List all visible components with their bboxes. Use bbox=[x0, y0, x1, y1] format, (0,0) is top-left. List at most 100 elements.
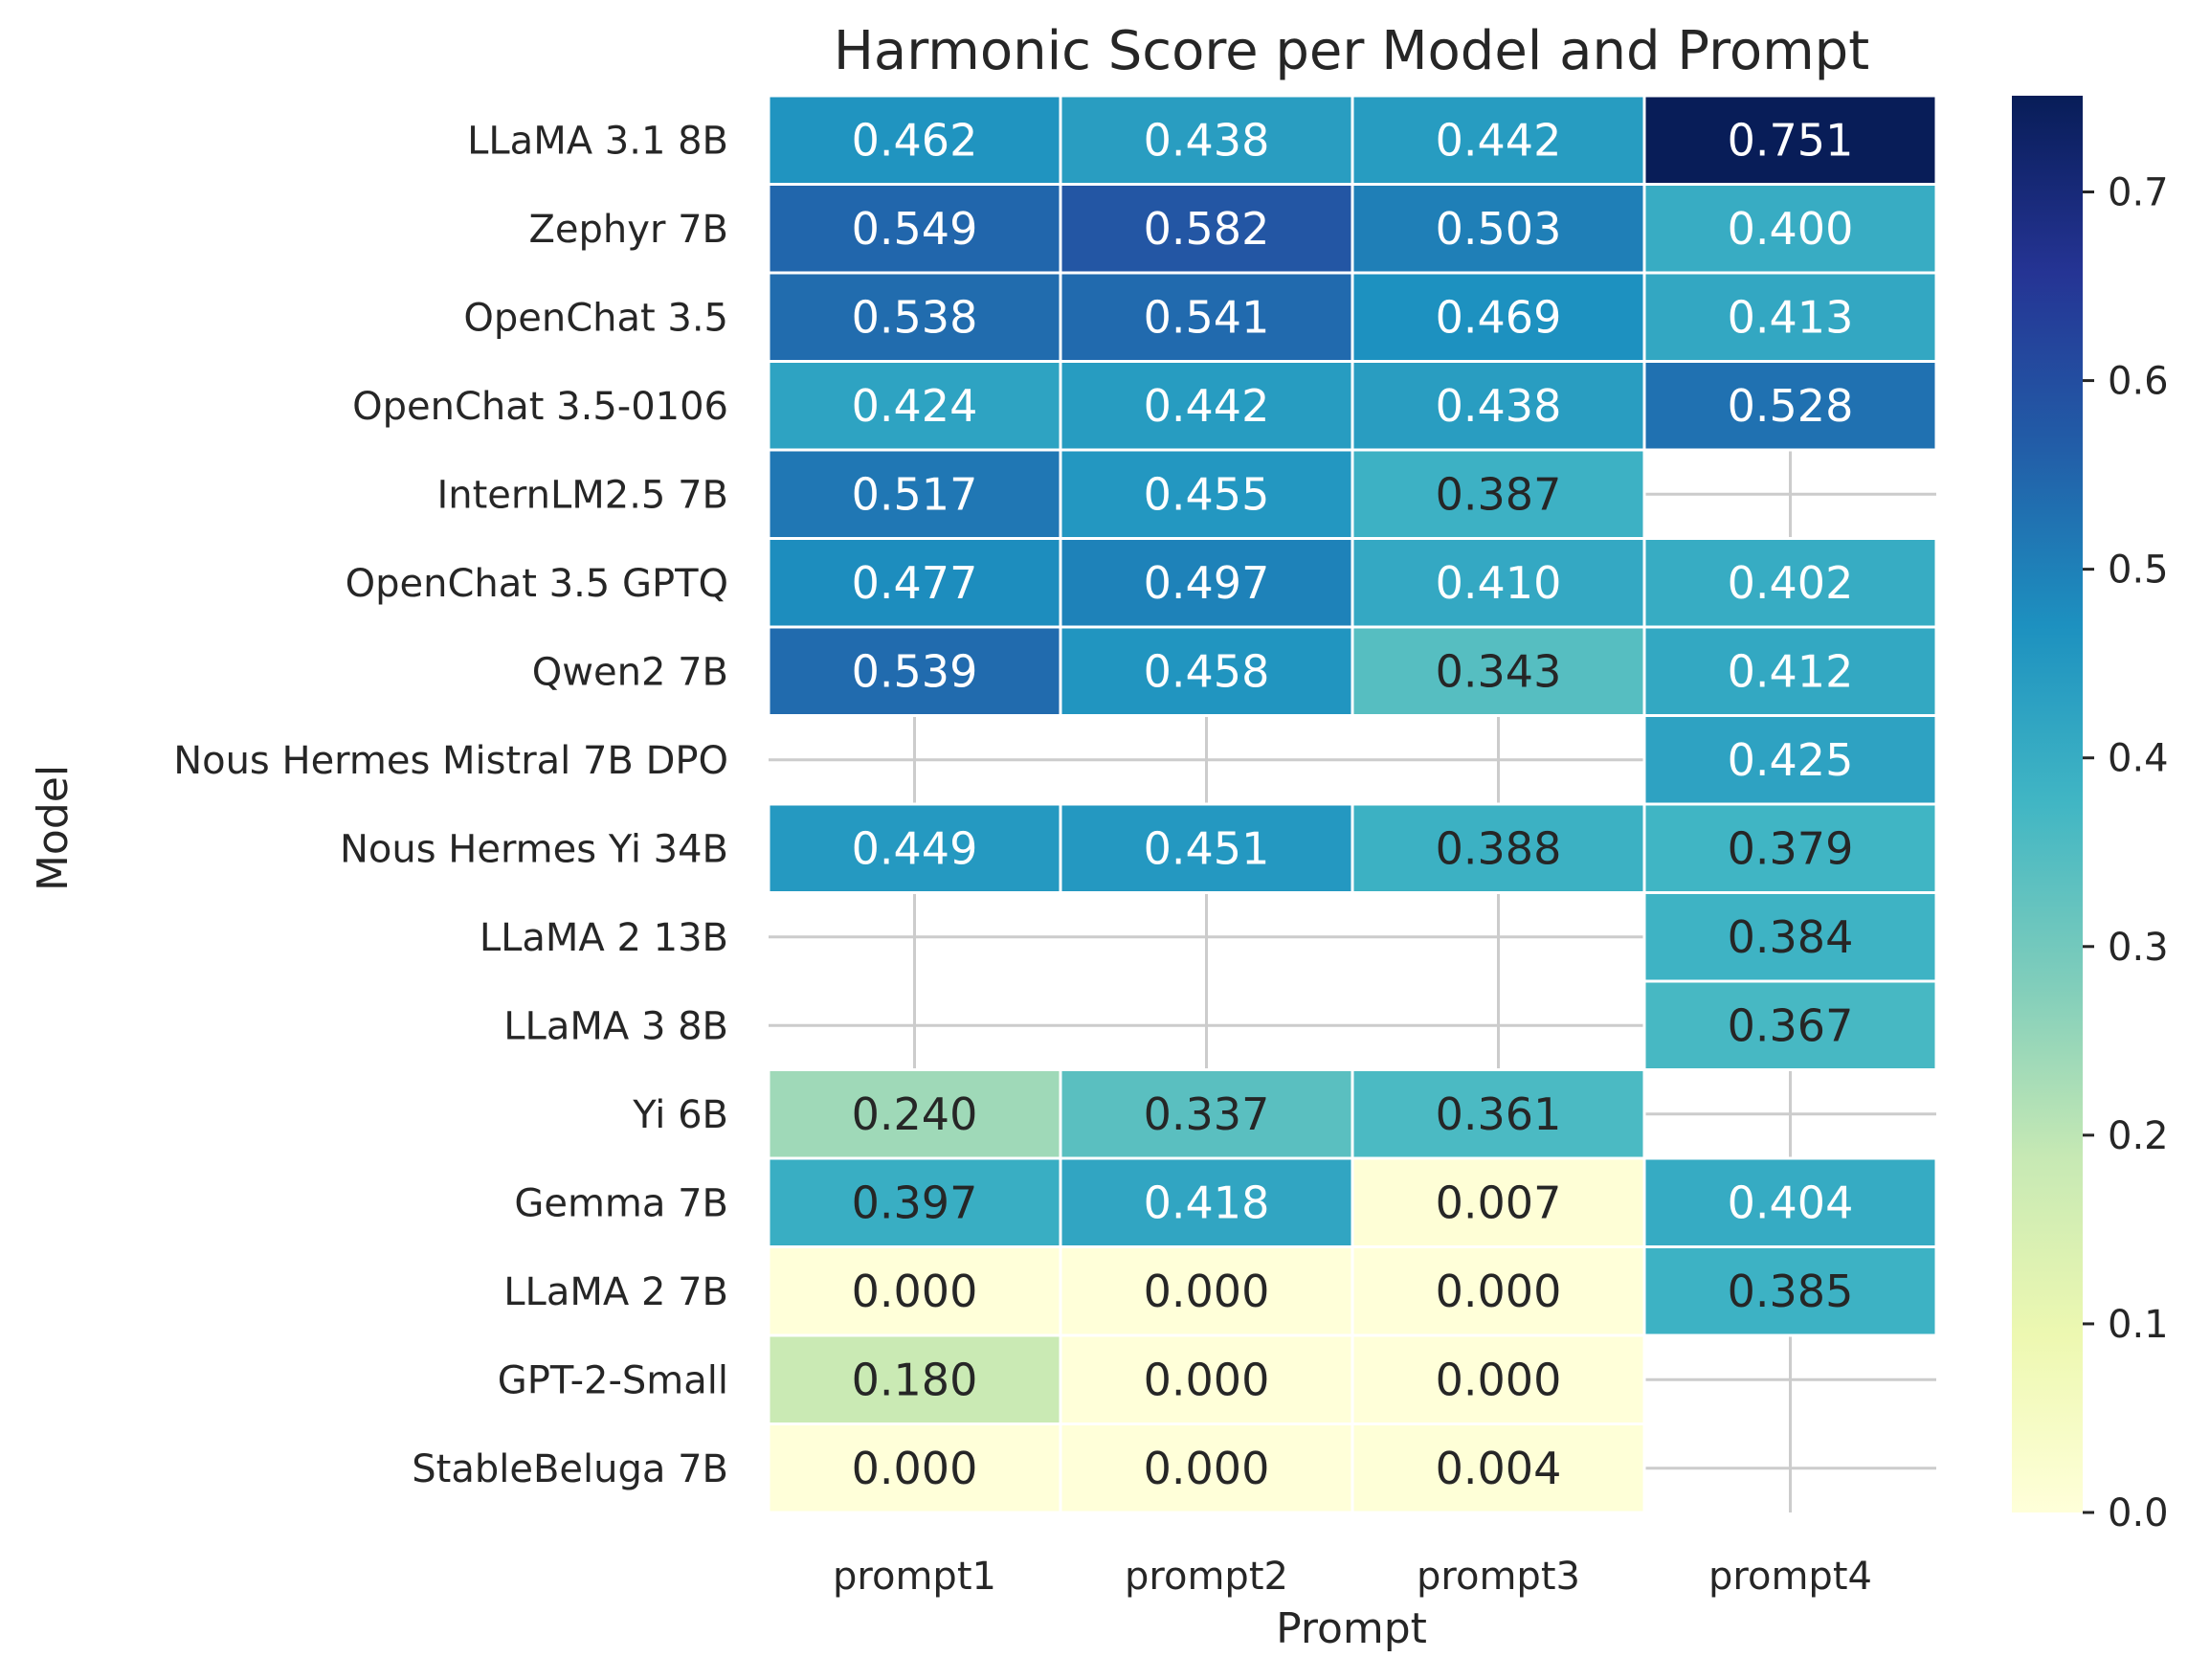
heatmap-cell bbox=[767, 802, 1062, 894]
heatmap-cell-labels: 0.462 0.438 0.442 0.751 0.549 0.582 0.503 0.400… bbox=[852, 114, 1854, 1494]
heatmap-cell bbox=[1059, 1422, 1354, 1514]
cell-value-label: 0.000 bbox=[1436, 1266, 1562, 1317]
cell-value-label: 0.240 bbox=[852, 1088, 978, 1140]
heatmap-cell bbox=[1059, 360, 1354, 452]
heatmap-cell bbox=[767, 1245, 1062, 1337]
y-tick-label: StableBeluga 7B bbox=[412, 1447, 728, 1491]
colorbar-tick-label: 0.4 bbox=[2108, 737, 2169, 781]
cell-value-label: 0.469 bbox=[1436, 291, 1562, 343]
y-tick-label: OpenChat 3.5 GPTQ bbox=[346, 562, 728, 606]
cell-value-label: 0.000 bbox=[1144, 1354, 1270, 1405]
heatmap-cell bbox=[767, 1333, 1062, 1425]
cell-value-label: 0.402 bbox=[1728, 557, 1854, 609]
y-tick-label: OpenChat 3.5-0106 bbox=[352, 385, 728, 429]
heatmap-cell bbox=[1642, 891, 1938, 983]
y-tick-label: GPT-2-Small bbox=[498, 1358, 728, 1402]
heatmap-cell bbox=[767, 1422, 1062, 1514]
cell-value-label: 0.539 bbox=[852, 645, 978, 697]
heatmap-cell bbox=[767, 1156, 1062, 1248]
x-tick-label: prompt2 bbox=[1125, 1555, 1288, 1599]
cell-value-label: 0.549 bbox=[852, 203, 978, 255]
heatmap-cell bbox=[767, 537, 1062, 629]
x-axis-label: Prompt bbox=[1276, 1604, 1427, 1653]
y-tick-label: LLaMA 3.1 8B bbox=[467, 119, 728, 163]
y-tick-label: Nous Hermes Yi 34B bbox=[340, 827, 728, 871]
cell-value-label: 0.751 bbox=[1728, 114, 1854, 166]
cell-value-label: 0.000 bbox=[1144, 1266, 1270, 1317]
cell-value-label: 0.384 bbox=[1728, 911, 1854, 963]
y-tick-label: LLaMA 3 8B bbox=[503, 1004, 728, 1048]
heatmap-cell bbox=[1351, 271, 1646, 363]
heatmap-cell bbox=[1351, 1156, 1646, 1248]
x-tick-label: prompt3 bbox=[1417, 1555, 1580, 1599]
heatmap-cell bbox=[767, 94, 1062, 186]
heatmap-cell bbox=[1059, 802, 1354, 894]
heatmap-cell bbox=[1059, 448, 1354, 540]
cell-value-label: 0.343 bbox=[1436, 645, 1562, 697]
heatmap-cell bbox=[1642, 979, 1938, 1071]
cell-value-label: 0.413 bbox=[1728, 291, 1854, 343]
cell-value-label: 0.425 bbox=[1728, 734, 1854, 786]
cell-value-label: 0.000 bbox=[1144, 1443, 1270, 1494]
y-tick-label: Qwen2 7B bbox=[532, 650, 728, 694]
heatmap-cell bbox=[1059, 1068, 1354, 1160]
heatmap-cell bbox=[1351, 1245, 1646, 1337]
heatmap-cell bbox=[1059, 625, 1354, 717]
colorbar-tick-label: 0.3 bbox=[2108, 926, 2169, 970]
cell-value-label: 0.582 bbox=[1144, 203, 1270, 255]
cell-value-label: 0.180 bbox=[852, 1354, 978, 1405]
cell-value-label: 0.455 bbox=[1144, 468, 1270, 520]
cell-value-label: 0.397 bbox=[852, 1176, 978, 1228]
y-tick-label: OpenChat 3.5 bbox=[463, 296, 728, 340]
cell-value-label: 0.410 bbox=[1436, 557, 1562, 609]
heatmap-cell bbox=[1351, 94, 1646, 186]
x-tick-label: prompt1 bbox=[833, 1555, 996, 1599]
cell-value-label: 0.497 bbox=[1144, 557, 1270, 609]
heatmap-cell bbox=[1351, 625, 1646, 717]
cell-value-label: 0.400 bbox=[1728, 203, 1854, 255]
cell-value-label: 0.451 bbox=[1144, 822, 1270, 874]
cell-value-label: 0.418 bbox=[1144, 1176, 1270, 1228]
y-tick-label: Yi 6B bbox=[632, 1093, 728, 1137]
cell-value-label: 0.379 bbox=[1728, 822, 1854, 874]
x-tick-labels: prompt1 prompt2 prompt3 prompt4 bbox=[833, 1555, 1872, 1599]
cell-value-label: 0.438 bbox=[1436, 380, 1562, 432]
colorbar-tick-label: 0.7 bbox=[2108, 171, 2169, 215]
y-axis-label: Model bbox=[29, 765, 78, 891]
cell-value-label: 0.388 bbox=[1436, 822, 1562, 874]
y-tick-label: Nous Hermes Mistral 7B DPO bbox=[173, 739, 728, 783]
cell-value-label: 0.000 bbox=[852, 1443, 978, 1494]
heatmap-cell bbox=[767, 360, 1062, 452]
cell-value-label: 0.438 bbox=[1144, 114, 1270, 166]
cell-value-label: 0.000 bbox=[852, 1266, 978, 1317]
cell-value-label: 0.449 bbox=[852, 822, 978, 874]
cell-value-label: 0.000 bbox=[1436, 1354, 1562, 1405]
heatmap-cell bbox=[1351, 1422, 1646, 1514]
chart-title: Harmonic Score per Model and Prompt bbox=[834, 20, 1869, 82]
heatmap-cell bbox=[1642, 360, 1938, 452]
heatmap-cell bbox=[1059, 271, 1354, 363]
cell-value-label: 0.528 bbox=[1728, 380, 1854, 432]
cell-value-label: 0.538 bbox=[852, 291, 978, 343]
colorbar-tick-label: 0.2 bbox=[2108, 1114, 2169, 1158]
heatmap-cell bbox=[1351, 1333, 1646, 1425]
heatmap-cell bbox=[1642, 271, 1938, 363]
y-tick-labels: LLaMA 3.1 8B Zephyr 7B OpenChat 3.5 OpenCha… bbox=[173, 119, 728, 1491]
cell-value-label: 0.412 bbox=[1728, 645, 1854, 697]
cell-value-label: 0.007 bbox=[1436, 1176, 1562, 1228]
cell-value-label: 0.442 bbox=[1436, 114, 1562, 166]
cell-value-label: 0.404 bbox=[1728, 1176, 1854, 1228]
colorbar-tick-label: 0.1 bbox=[2108, 1303, 2169, 1347]
cell-value-label: 0.385 bbox=[1728, 1266, 1854, 1317]
heatmap-cell bbox=[1642, 1245, 1938, 1337]
colorbar-tick-label: 0.0 bbox=[2108, 1491, 2169, 1535]
cell-value-label: 0.458 bbox=[1144, 645, 1270, 697]
colorbar-tick-label: 0.5 bbox=[2108, 549, 2169, 593]
colorbar bbox=[2012, 96, 2083, 1512]
y-tick-label: Gemma 7B bbox=[514, 1181, 728, 1225]
cell-value-label: 0.424 bbox=[852, 380, 978, 432]
cell-value-label: 0.337 bbox=[1144, 1088, 1270, 1140]
heatmap-cell bbox=[1642, 714, 1938, 806]
cell-value-label: 0.442 bbox=[1144, 380, 1270, 432]
